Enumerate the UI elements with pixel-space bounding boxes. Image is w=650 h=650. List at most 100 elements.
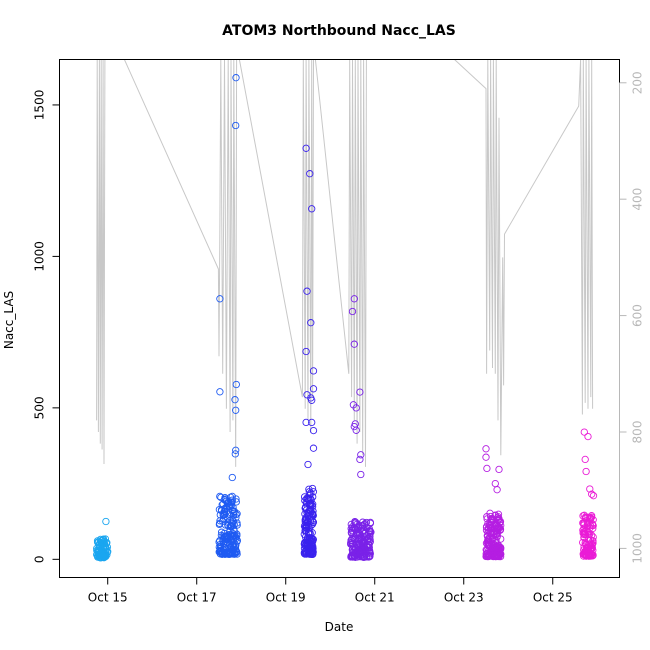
data-point	[301, 533, 310, 541]
data-point	[352, 520, 361, 529]
data-point	[228, 492, 236, 501]
data-point-outlier	[304, 460, 312, 469]
data-point-outlier	[584, 432, 592, 441]
data-point	[308, 545, 316, 553]
data-point	[580, 543, 588, 551]
data-point	[304, 517, 312, 525]
data-point	[358, 522, 366, 530]
data-point	[588, 520, 596, 528]
data-point-outlier	[588, 490, 596, 498]
data-point	[216, 548, 224, 556]
data-point	[581, 530, 589, 538]
y2-axis: 200 400 600 800 1000	[619, 71, 645, 564]
data-point	[95, 552, 103, 560]
data-point-outlier	[586, 485, 594, 493]
data-point	[307, 496, 315, 504]
x-axis-label: Date	[325, 620, 354, 634]
data-point-outlier	[589, 492, 598, 500]
data-point	[307, 489, 315, 497]
data-point-outlier	[302, 144, 310, 152]
data-point-outlier	[491, 479, 499, 488]
data-point-outlier	[357, 451, 365, 459]
data-point	[95, 548, 103, 556]
data-point-outlier	[482, 445, 490, 453]
data-point	[350, 549, 358, 557]
data-point	[495, 545, 503, 554]
data-point	[305, 488, 313, 496]
data-point	[221, 494, 229, 502]
data-point-outlier	[308, 396, 316, 404]
data-point	[496, 546, 504, 554]
data-point-outlier	[350, 295, 358, 303]
x-tick-label: Oct 17	[177, 591, 217, 605]
data-point-outlier	[495, 465, 503, 474]
data-point	[216, 517, 224, 525]
data-point	[488, 544, 497, 552]
x-tick-label: Oct 21	[355, 591, 395, 605]
data-point	[496, 517, 505, 526]
data-point	[359, 542, 367, 551]
data-point	[347, 540, 355, 548]
data-point-outlier	[309, 444, 318, 452]
data-point-outlier	[350, 340, 358, 348]
data-point	[103, 551, 111, 559]
data-point-outlier	[356, 388, 364, 396]
data-point-outlier	[483, 464, 491, 473]
x-tick-label: Oct 25	[533, 591, 573, 605]
data-point-outlier	[232, 446, 240, 454]
data-point	[487, 514, 496, 523]
y-tick-label: 1000	[33, 241, 47, 272]
data-point	[306, 495, 315, 503]
data-point-outlier	[102, 517, 110, 526]
plot-frame	[59, 59, 620, 578]
y2-tick-label: 200	[631, 71, 645, 94]
data-point	[366, 530, 374, 538]
data-point	[216, 511, 224, 519]
data-point	[304, 540, 313, 549]
data-point-outlier	[228, 473, 236, 482]
data-point	[355, 543, 363, 552]
data-point-outlier	[302, 418, 310, 427]
data-point	[366, 527, 374, 536]
data-point	[99, 549, 108, 558]
data-point	[493, 533, 501, 541]
data-point-outlier	[582, 467, 590, 476]
data-point-outlier	[308, 418, 316, 427]
data-point	[357, 537, 366, 545]
data-point	[362, 548, 370, 556]
data-point	[363, 546, 372, 554]
data-point	[584, 545, 592, 553]
data-point	[351, 544, 360, 552]
points-layer	[93, 74, 598, 562]
data-point	[580, 520, 588, 528]
data-point	[497, 521, 505, 530]
data-point	[233, 530, 241, 538]
data-point	[221, 540, 230, 548]
y-axis: 0 500 1000 1500	[33, 90, 60, 563]
data-point	[223, 534, 231, 543]
data-point-outlier	[303, 287, 311, 295]
data-point-outlier	[581, 455, 589, 464]
y-tick-label: 1500	[33, 90, 47, 121]
chart-title: ATOM3 Northbound Nacc_LAS	[222, 23, 456, 39]
data-point	[216, 492, 224, 501]
data-point-outlier	[482, 453, 490, 461]
data-point	[487, 525, 495, 533]
y2-series-line	[96, 59, 594, 467]
data-point	[302, 550, 310, 558]
data-point	[347, 536, 355, 544]
data-point	[581, 514, 590, 523]
y2-tick-label: 600	[631, 304, 645, 327]
data-point	[586, 515, 595, 523]
data-point	[222, 533, 230, 541]
data-point	[304, 550, 313, 558]
y-axis-label: Nacc_LAS	[2, 291, 16, 349]
data-point	[232, 541, 240, 549]
data-point	[584, 528, 592, 536]
data-point-outlier	[232, 406, 240, 414]
x-tick-label: Oct 19	[266, 591, 306, 605]
data-point	[579, 512, 587, 520]
x-tick-label: Oct 15	[88, 591, 128, 605]
x-tick-label: Oct 23	[444, 591, 484, 605]
data-point	[215, 538, 223, 546]
